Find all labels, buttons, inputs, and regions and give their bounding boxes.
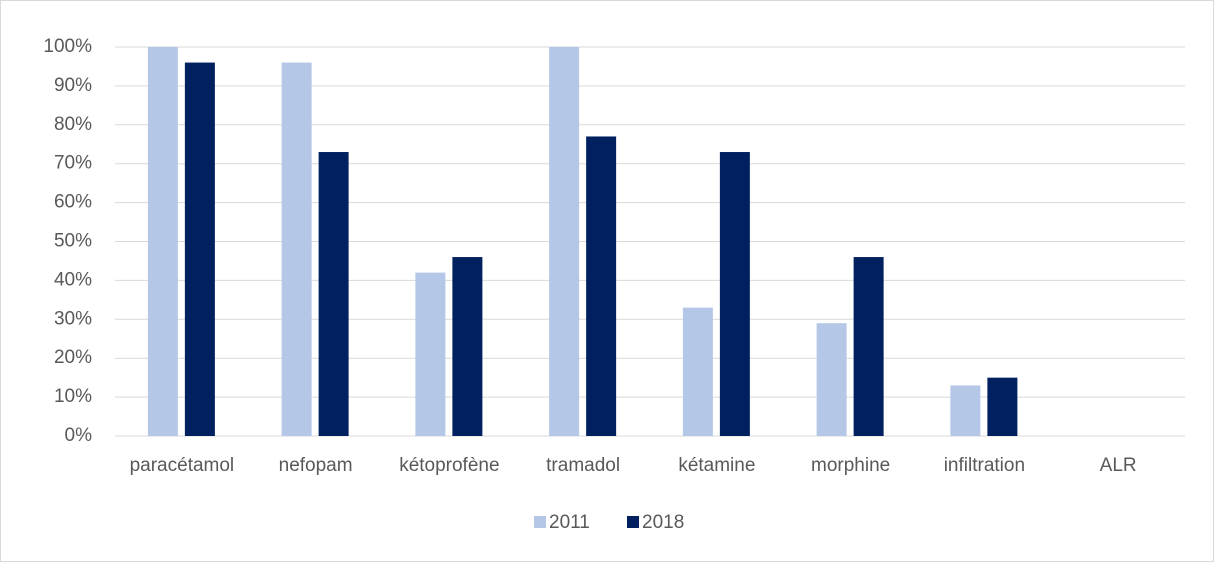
bar [184,62,215,437]
bar [586,136,617,436]
y-tick-label: 10% [54,386,92,407]
bar [318,152,349,436]
y-tick-label: 90% [54,75,92,96]
bar [452,257,483,436]
bar [281,62,312,437]
y-tick-label: 0% [65,425,93,446]
x-tick-label: morphine [811,455,890,476]
bar [816,323,847,436]
bar [147,47,178,436]
y-tick-label: 30% [54,308,92,329]
x-tick-label: tramadol [546,455,620,476]
x-tick-label: kétoprofène [399,455,499,476]
x-tick-label: paracétamol [130,455,235,476]
legend-label: 2011 [549,512,590,533]
bar [682,307,713,436]
bar [853,257,884,436]
y-tick-label: 70% [54,153,92,174]
y-tick-label: 20% [54,347,92,368]
bar [950,385,981,436]
y-tick-label: 50% [54,231,92,252]
y-tick-label: 60% [54,192,92,213]
bar [719,152,750,436]
y-tick-label: 40% [54,269,92,290]
y-tick-label: 100% [43,36,92,57]
bar [415,272,446,436]
y-tick-label: 80% [54,114,92,135]
bar [987,377,1018,436]
x-tick-label: ALR [1100,455,1137,476]
bar [549,47,580,436]
x-tick-label: infiltration [944,455,1025,476]
x-tick-label: nefopam [279,455,353,476]
x-tick-label: kétamine [678,455,755,476]
legend-swatch [627,516,639,528]
legend-swatch [534,516,546,528]
legend-label: 2018 [642,512,684,533]
